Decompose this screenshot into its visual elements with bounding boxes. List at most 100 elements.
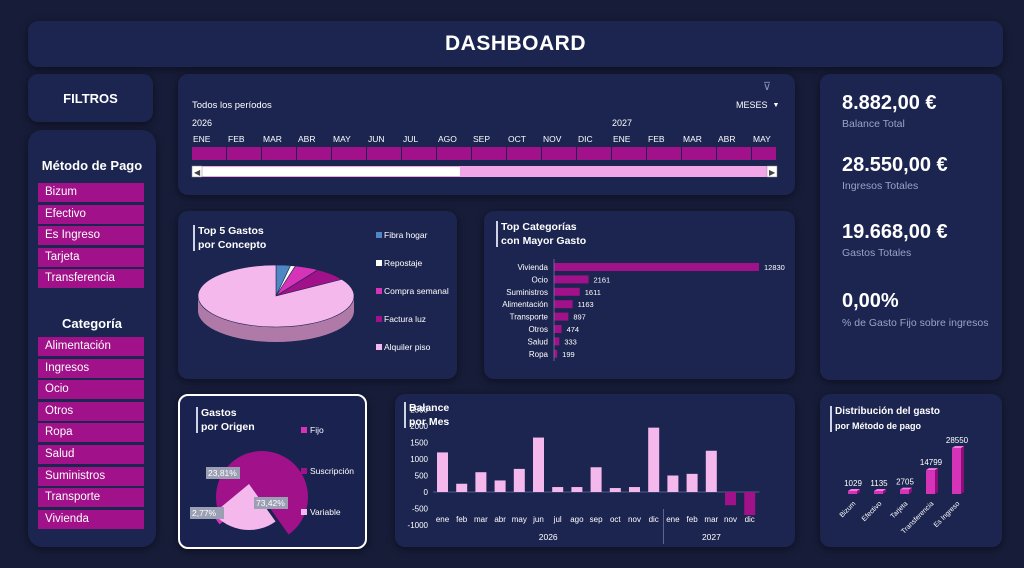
timeline-month-label: JUL bbox=[403, 134, 418, 144]
slicer-category-suministros[interactable]: Suministros bbox=[38, 466, 144, 486]
slicer-payment-transferencia[interactable]: Transferencia bbox=[38, 269, 144, 289]
balance-bar bbox=[744, 492, 756, 516]
granularity-value: MESES bbox=[736, 100, 768, 110]
slicer-payment-efectivo[interactable]: Efectivo bbox=[38, 204, 144, 224]
top5-title-line2: por Concepto bbox=[198, 239, 267, 251]
topcat-title-line1: Top Categorías bbox=[501, 221, 577, 233]
balance-bar bbox=[725, 492, 736, 506]
x-tick-label: oct bbox=[610, 515, 621, 524]
year-label-2027: 2027 bbox=[702, 532, 721, 542]
category-bar bbox=[554, 287, 580, 296]
y-tick-label: 500 bbox=[415, 472, 429, 481]
title-accent bbox=[404, 402, 406, 428]
legend-label: Suscripción bbox=[310, 466, 354, 476]
timeline-month-label: JUN bbox=[368, 134, 385, 144]
balance-bar bbox=[437, 452, 448, 492]
timeline-month-cell bbox=[612, 147, 646, 160]
x-tick-label: mar bbox=[474, 515, 488, 524]
dist-bar-top bbox=[926, 468, 938, 471]
slicer-payment-tarjeta[interactable]: Tarjeta bbox=[38, 247, 144, 267]
dist-value: 2705 bbox=[896, 478, 914, 487]
timeline-month-cell bbox=[542, 147, 576, 160]
dist-category-label: Tarjeta bbox=[890, 500, 910, 520]
slicer-category-ropa[interactable]: Ropa bbox=[38, 423, 144, 443]
slicer-panel: Método de Pago Bizum Efectivo Es Ingreso Ta… bbox=[28, 130, 156, 547]
legend-label: Variable bbox=[310, 507, 341, 517]
kpi-income-label: Ingresos Totales bbox=[842, 180, 919, 192]
granularity-dropdown[interactable]: MESES ▼ bbox=[736, 100, 779, 111]
origen-title-line1: Gastos bbox=[201, 407, 237, 419]
timeline-month-cell bbox=[402, 147, 436, 160]
dist-bar bbox=[874, 491, 883, 494]
balance-panel: Balance por Mes 2500 2000 1500 1000 500 0 -500… bbox=[395, 394, 795, 547]
timeline-month-label: MAY bbox=[753, 134, 771, 144]
slicer-category-otros[interactable]: Otros bbox=[38, 401, 144, 421]
dist-title-line2: por Método de pago bbox=[835, 421, 921, 431]
timeline-month-cell bbox=[192, 147, 226, 160]
timeline[interactable]: 2026 2027 ENE FEB MAR ABR MAY JUN JUL AGO SEP OCT NO… bbox=[178, 74, 795, 195]
topcat-bar-chart: Vivienda 12830 Ocio 2161 Suministros 1611 Alim… bbox=[502, 259, 785, 361]
kpi-balance-label: Balance Total bbox=[842, 118, 905, 130]
x-tick-label: nov bbox=[724, 515, 737, 524]
slicer-category-ingresos[interactable]: Ingresos bbox=[38, 358, 144, 378]
timeline-month-label: AGO bbox=[438, 134, 457, 144]
clear-filter-icon[interactable]: ⊽ bbox=[763, 81, 772, 93]
slicer-category-alimentacion[interactable]: Alimentación bbox=[38, 337, 144, 356]
category-value: 474 bbox=[567, 325, 580, 334]
timeline-month-label: SEP bbox=[473, 134, 490, 144]
origen-title-line2: por Origen bbox=[201, 421, 255, 433]
timeline-month-label: FEB bbox=[228, 134, 245, 144]
title-accent bbox=[830, 406, 832, 432]
category-label: Alimentación bbox=[502, 300, 548, 309]
year-label-2026: 2026 bbox=[539, 532, 558, 542]
dist-bar bbox=[900, 489, 909, 494]
dist-category-label: Efectivo bbox=[861, 500, 884, 523]
timeline-month-cell bbox=[507, 147, 541, 160]
balance-title: Balance por Mes bbox=[404, 401, 450, 429]
category-value: 897 bbox=[573, 313, 586, 322]
legend-label: Compra semanal bbox=[384, 286, 449, 296]
timeline-month-label: MAR bbox=[683, 134, 702, 144]
origen-pie-chart: 23,81% 73,42% 2,77% Fijo Suscripción Variable bbox=[190, 425, 354, 535]
kpi-income-value: 28.550,00 € bbox=[842, 154, 948, 176]
x-tick-label: jun bbox=[532, 515, 544, 524]
category-label: Vivienda bbox=[517, 263, 548, 272]
dist-bar-side bbox=[935, 468, 938, 494]
title-accent bbox=[196, 407, 198, 433]
timeline-month-label: FEB bbox=[648, 134, 665, 144]
timeline-scroll-thumb bbox=[202, 167, 460, 176]
category-value: 1611 bbox=[585, 288, 601, 297]
timeline-month-label: MAR bbox=[263, 134, 282, 144]
timeline-month-label: ABR bbox=[298, 134, 315, 144]
pie-slice bbox=[197, 264, 355, 328]
topcat-title: Top Categorías con Mayor Gasto bbox=[496, 220, 587, 248]
x-tick-label: dic bbox=[745, 515, 755, 524]
dist-bar-top bbox=[952, 446, 964, 448]
timeline-month-label: MAY bbox=[333, 134, 351, 144]
timeline-month-cell bbox=[717, 147, 751, 160]
timeline-month-label: NOV bbox=[543, 134, 562, 144]
filters-title: FILTROS bbox=[63, 90, 118, 106]
timeline-month-cell bbox=[437, 147, 471, 160]
slicer-payment-es-ingreso[interactable]: Es Ingreso bbox=[38, 226, 144, 246]
kpi-expenses-label: Gastos Totales bbox=[842, 247, 912, 259]
slicer-category-salud[interactable]: Salud bbox=[38, 445, 144, 464]
balance-title-line1: Balance bbox=[409, 402, 450, 414]
origen-panel[interactable]: Gastos por Origen 23,81% 73,42% 2,77% Fijo S… bbox=[178, 394, 367, 549]
timeline-month-cell bbox=[647, 147, 681, 160]
legend-swatch bbox=[301, 509, 307, 515]
origen-title: Gastos por Origen bbox=[196, 406, 255, 434]
category-label: Salud bbox=[528, 337, 548, 346]
dist-title: Distribución del gasto por Método de pag… bbox=[830, 405, 940, 433]
category-bar bbox=[554, 275, 589, 284]
timeline-year-2027: 2027 bbox=[612, 118, 632, 128]
pie-side bbox=[198, 296, 354, 342]
timeline-scroll-track bbox=[192, 166, 777, 177]
topcat-title-line2: con Mayor Gasto bbox=[501, 235, 587, 247]
slicer-category-ocio[interactable]: Ocio bbox=[38, 380, 144, 400]
timeline-month-cell bbox=[472, 147, 506, 160]
dist-value: 28550 bbox=[946, 436, 969, 445]
slicer-category-transporte[interactable]: Transporte bbox=[38, 488, 144, 508]
slicer-payment-bizum[interactable]: Bizum bbox=[38, 183, 144, 202]
slicer-category-vivienda[interactable]: Vivienda bbox=[38, 509, 144, 529]
